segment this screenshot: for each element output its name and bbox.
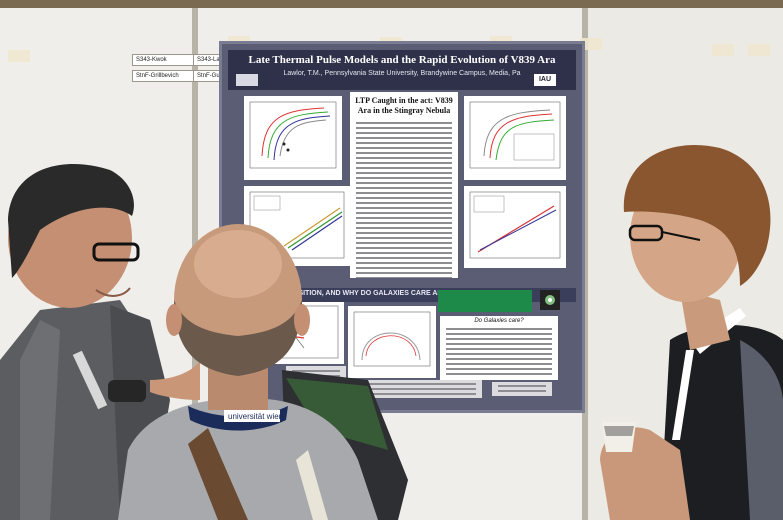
hr-diagram-plot bbox=[469, 101, 561, 169]
tape bbox=[748, 44, 770, 56]
evolution-plot bbox=[469, 191, 561, 259]
graph-panel bbox=[244, 96, 342, 180]
iau-logo: IAU bbox=[534, 74, 556, 86]
tape bbox=[712, 44, 734, 56]
board-divider bbox=[582, 8, 588, 520]
banner-text: …OSITION, AND WHY DO GALAXIES CARE ABOUT… bbox=[286, 290, 512, 297]
reference-block bbox=[352, 380, 482, 398]
subpanel-title: Do Galaxies care? bbox=[474, 318, 524, 324]
contact-block bbox=[492, 382, 552, 396]
graph-panel bbox=[348, 306, 436, 378]
university-logo bbox=[236, 74, 258, 86]
lanyard bbox=[224, 410, 280, 422]
graph-panel bbox=[464, 96, 566, 180]
evolution-plot bbox=[249, 191, 345, 259]
person-right-figure bbox=[600, 144, 783, 520]
tape bbox=[580, 38, 602, 50]
person-right bbox=[590, 140, 783, 520]
graph-panel bbox=[464, 186, 566, 268]
nebula-image bbox=[540, 290, 560, 310]
poster-authors: Lawlor, T.M., Pennsylvania State Univers… bbox=[283, 70, 521, 77]
center-text-panel: LTP Caught in the act: V839 Ara in the S… bbox=[350, 92, 458, 278]
poster-title: Late Thermal Pulse Models and the Rapid … bbox=[248, 54, 556, 66]
hr-diagram-plot bbox=[249, 101, 337, 169]
nameplate: StnF-Grillbevich bbox=[132, 70, 198, 82]
tape bbox=[8, 50, 30, 62]
nameplate: S343-Kwok bbox=[132, 54, 198, 66]
model-plot bbox=[353, 311, 431, 367]
data-table bbox=[438, 290, 532, 312]
person-center: universität wien bbox=[118, 220, 418, 520]
center-panel-title: LTP Caught in the act: V839 Ara in the S… bbox=[355, 96, 453, 115]
lanyard-text: universität wien bbox=[228, 412, 283, 421]
text-panel: Do Galaxies care? bbox=[440, 316, 558, 380]
person-center-figure: universität wien bbox=[118, 224, 408, 520]
poster-header: Late Thermal Pulse Models and the Rapid … bbox=[228, 50, 576, 90]
